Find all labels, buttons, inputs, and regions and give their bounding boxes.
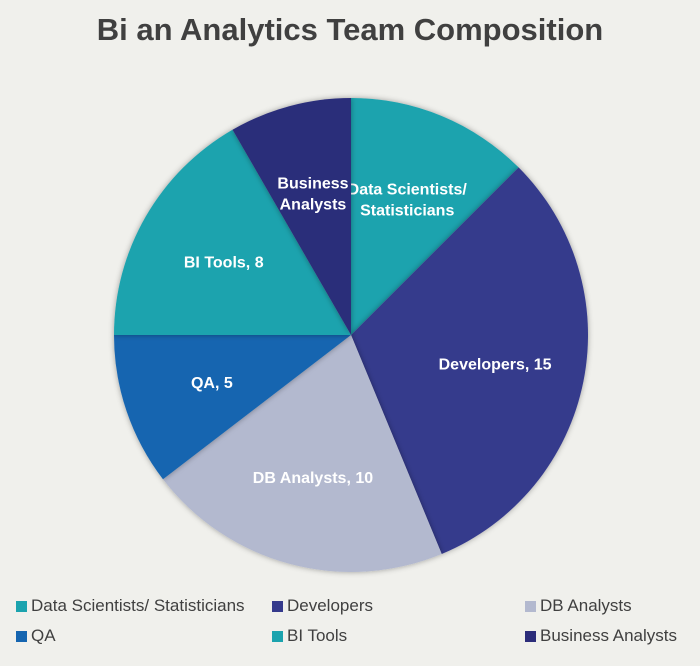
legend-label: Data Scientists/ Statisticians bbox=[31, 596, 245, 615]
data-label: DB Analysts, 10 bbox=[253, 470, 373, 487]
chart-title: Bi an Analytics Team Composition bbox=[96, 12, 604, 47]
legend-label: QA bbox=[31, 626, 56, 645]
legend-item: Business Analysts bbox=[525, 626, 677, 646]
legend-label: DB Analysts bbox=[540, 596, 632, 615]
pie-slice-data-scientists-statisticians bbox=[351, 98, 519, 335]
pie-slice-bi-tools bbox=[114, 129, 351, 335]
legend-label: Developers bbox=[287, 596, 373, 615]
pie-slice-business-analysts bbox=[232, 98, 351, 335]
legend-item: Developers bbox=[272, 596, 373, 616]
legend-item: QA bbox=[16, 626, 56, 646]
legend-swatch bbox=[16, 600, 27, 612]
data-label: Developers, 15 bbox=[439, 357, 552, 374]
legend-swatch bbox=[16, 630, 27, 642]
legend-swatch bbox=[272, 630, 283, 642]
legend-swatch bbox=[525, 600, 536, 612]
pie-slice-developers bbox=[351, 167, 588, 554]
data-label: Business Analysts bbox=[277, 176, 348, 214]
data-label: BI Tools, 8 bbox=[184, 255, 264, 272]
legend-label: Business Analysts bbox=[540, 626, 678, 645]
legend-item: DB Analysts bbox=[525, 596, 632, 616]
legend-item: BI Tools bbox=[272, 626, 347, 646]
data-label: QA, 5 bbox=[191, 375, 233, 392]
data-label: Data Scientists/Statisticians bbox=[348, 182, 468, 220]
pie-slice-db-analysts bbox=[162, 335, 442, 572]
legend-item: Data Scientists/ Statisticians bbox=[16, 596, 245, 616]
legend-swatch bbox=[525, 630, 536, 642]
legend-label: BI Tools bbox=[287, 626, 348, 645]
legend-swatch bbox=[272, 600, 283, 612]
pie-slice-qa bbox=[114, 335, 351, 480]
